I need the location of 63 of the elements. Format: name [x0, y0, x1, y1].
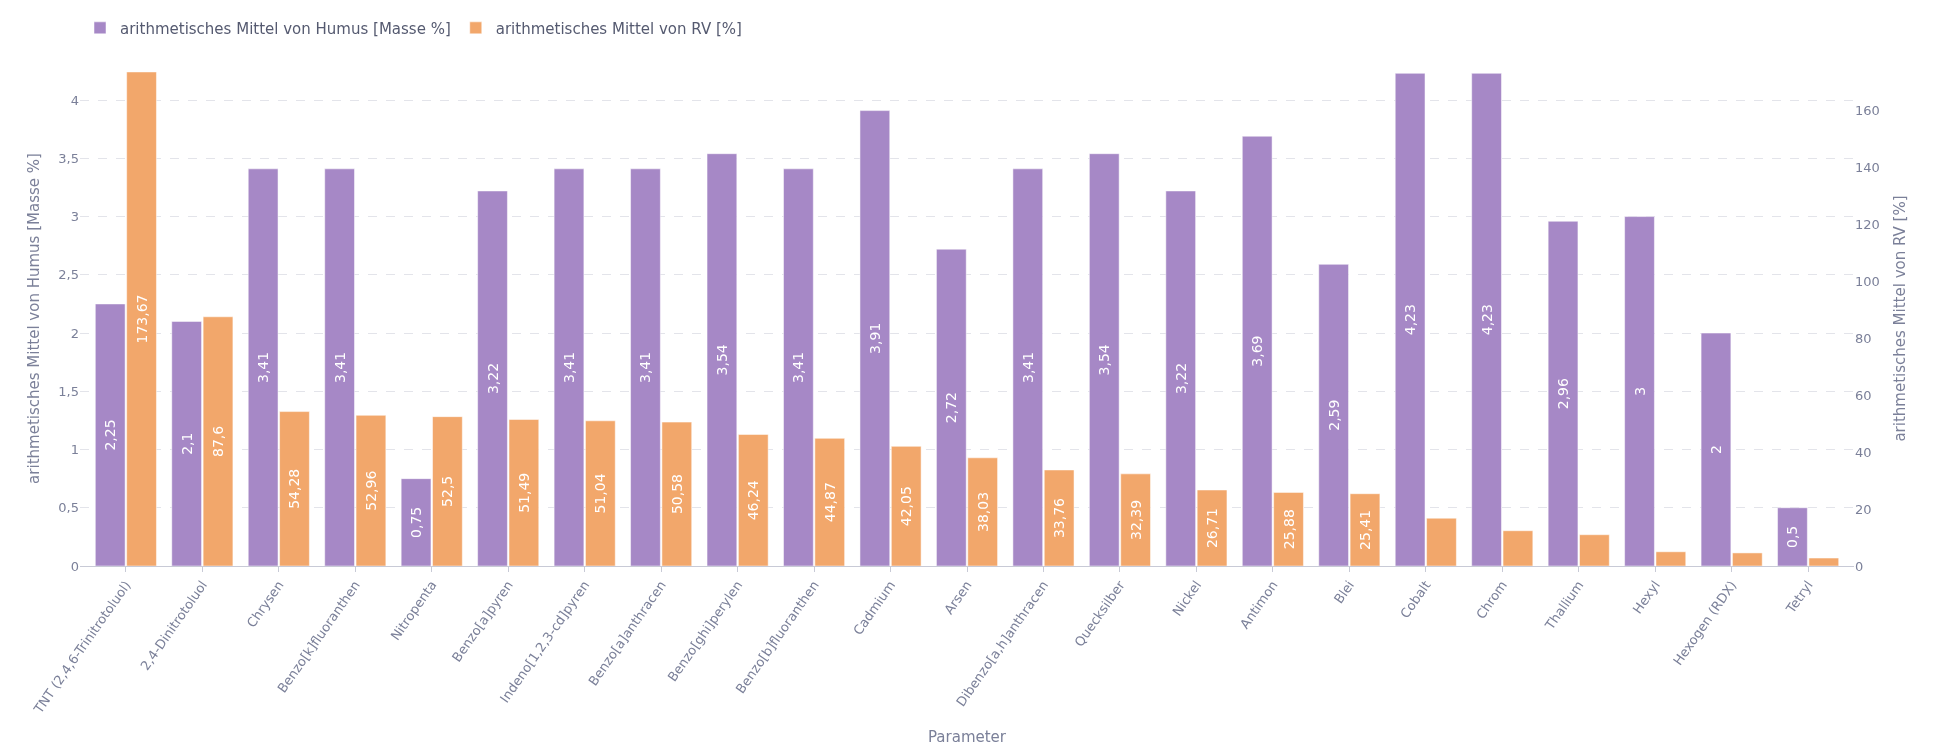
y2-tick-label: 100	[1855, 274, 1880, 290]
data-label: 33,76	[1051, 497, 1068, 539]
y2-tick-label: 80	[1855, 330, 1872, 346]
data-label: 3,54	[713, 344, 730, 376]
y2-tick-label: 20	[1855, 501, 1872, 517]
data-label: 2	[1707, 445, 1724, 454]
y-tick-label: 1,5	[58, 383, 79, 399]
data-label: 32,39	[1127, 499, 1144, 540]
y2-tick-label: 60	[1855, 387, 1872, 403]
data-label: 3,69	[1249, 335, 1266, 367]
data-label: 3,41	[331, 351, 348, 384]
y2-tick-label: 140	[1855, 160, 1880, 176]
y-tick-label: 2,5	[58, 267, 79, 283]
data-label: 3,41	[255, 351, 272, 384]
data-label: 44,87	[821, 482, 838, 523]
data-label: 2,25	[102, 419, 119, 451]
y2-tick-label: 40	[1855, 444, 1872, 460]
data-label: 42,05	[898, 486, 915, 527]
y-tick-label: 4	[70, 92, 79, 108]
data-label: 3,41	[561, 351, 577, 384]
data-label: 0,75	[408, 506, 425, 538]
data-label: 3,41	[790, 351, 807, 384]
data-label: 3	[1631, 386, 1648, 396]
legend-label: arithmetisches Mittel von RV [%]	[495, 19, 742, 38]
y-tick-label: 3,5	[58, 150, 79, 166]
y2-tick-label: 120	[1855, 217, 1880, 233]
y2-axis-title: arithmetisches Mittel von RV [%]	[1890, 195, 1909, 442]
data-label: 2,59	[1325, 399, 1342, 431]
data-label: 2,96	[1555, 377, 1572, 410]
x-axis-title: Parameter	[927, 727, 1007, 746]
data-label: 51,04	[592, 473, 609, 514]
data-label: 2,72	[943, 392, 960, 424]
data-label: 3,54	[1096, 344, 1113, 376]
data-label: 46,24	[745, 480, 762, 521]
data-label: 87,6	[210, 425, 227, 458]
y-tick-label: 2	[70, 325, 79, 341]
y-tick-label: 3	[70, 209, 79, 225]
y2-tick-label: 160	[1855, 103, 1880, 119]
data-label: 52,96	[362, 470, 379, 511]
data-label: 38,03	[974, 491, 991, 532]
data-label: 173,67	[133, 294, 150, 344]
data-label: 54,28	[286, 468, 303, 509]
data-label: 51,49	[515, 472, 532, 513]
data-label: 3,22	[484, 362, 501, 395]
y-tick-label: 0	[70, 558, 79, 574]
data-label: 4,23	[1402, 304, 1419, 336]
data-label: 3,41	[637, 351, 654, 384]
data-label: 4,23	[1478, 304, 1495, 336]
y-tick-label: 1	[70, 442, 79, 458]
data-label: 25,88	[1280, 509, 1297, 550]
legend-label: arithmetisches Mittel von Humus [Masse %]	[120, 19, 451, 38]
data-label: 52,5	[439, 475, 456, 507]
data-label: 3,22	[1172, 362, 1189, 395]
data-label: 3,41	[1019, 351, 1036, 384]
data-label: 3,91	[866, 322, 883, 354]
data-label: 0,5	[1784, 525, 1801, 549]
data-label: 26,71	[1204, 507, 1221, 549]
data-label: 25,41	[1357, 509, 1373, 550]
y2-tick-label: 0	[1855, 558, 1864, 574]
data-label: 2,1	[178, 432, 195, 455]
y-axis-title: arithmetisches Mittel von Humus [Masse %]	[24, 153, 43, 484]
y-tick-label: 0,5	[58, 500, 79, 516]
data-label: 50,58	[668, 474, 685, 515]
